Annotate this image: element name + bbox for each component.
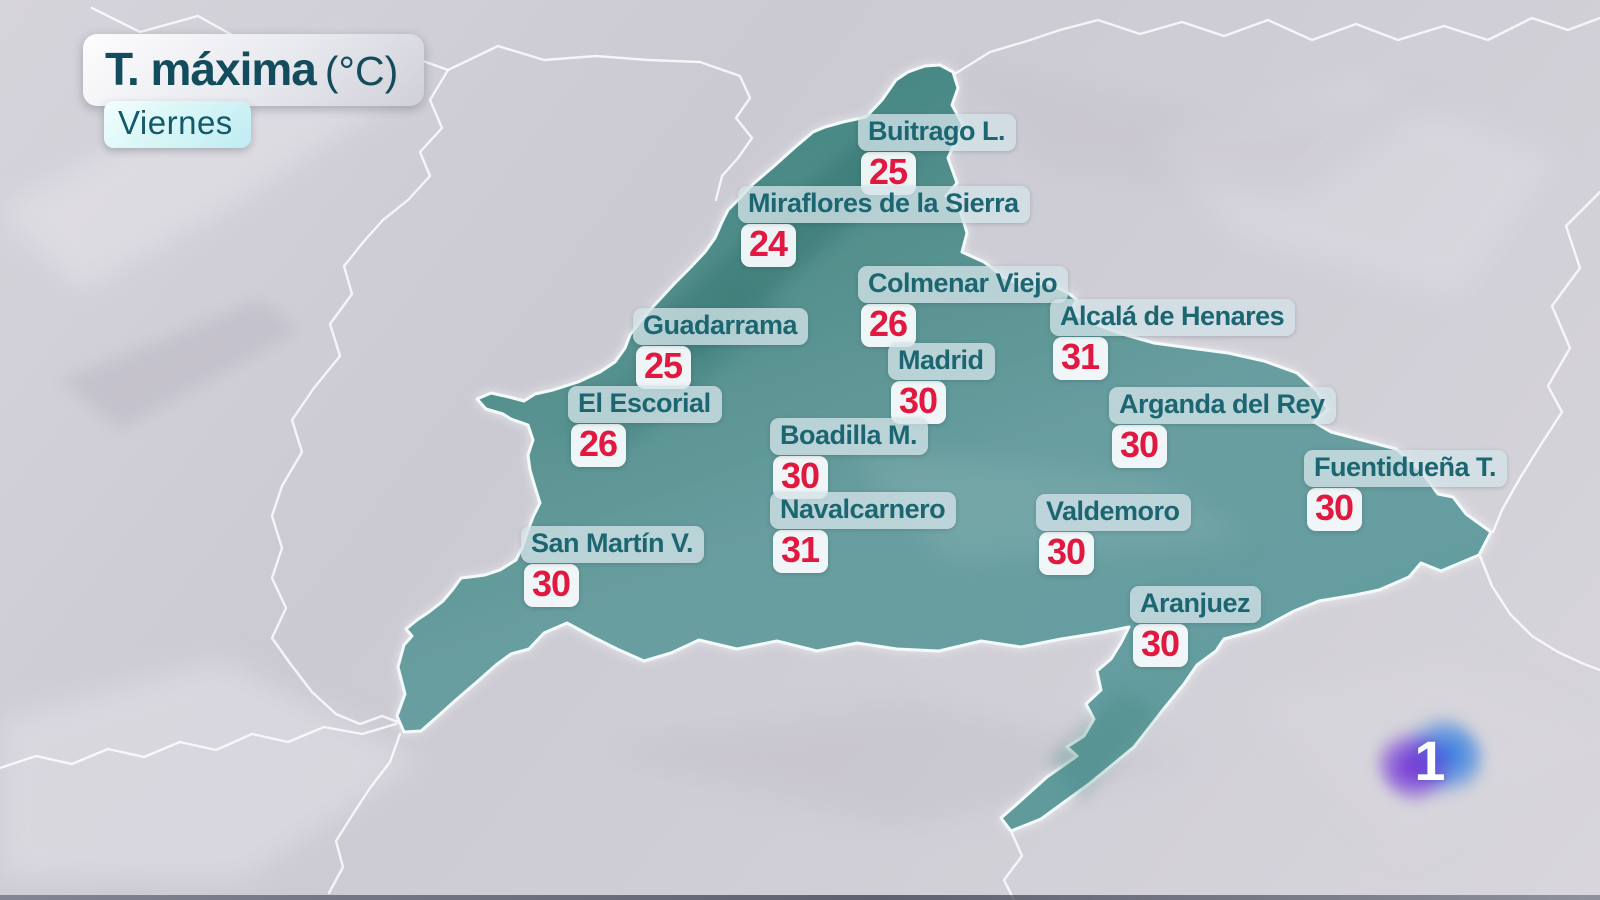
channel-logo: 1: [1378, 716, 1482, 804]
temperature-badge: 24: [741, 223, 797, 267]
city-name-chip: Colmenar Viejo: [858, 266, 1069, 303]
temperature-value: 26: [579, 423, 618, 464]
temperature-value: 30: [1315, 487, 1354, 528]
city-label-group: Madrid 30: [888, 343, 995, 424]
temperature-value: 26: [869, 303, 908, 344]
city-name: Aranjuez: [1140, 588, 1251, 618]
temperature-value: 30: [1141, 623, 1180, 664]
city-label-group: Navalcarnero 31: [770, 492, 957, 573]
city-name-chip: Madrid: [888, 343, 995, 380]
city-label-group: Guadarrama 25: [633, 308, 809, 389]
temperature-badge: 30: [1133, 623, 1189, 667]
temperature-value: 25: [869, 151, 908, 192]
city-label-group: Boadilla M. 30: [770, 418, 929, 499]
temperature-badge: 31: [1053, 336, 1109, 380]
logo-gradient-blob: [1378, 716, 1482, 804]
map-title-chip: T. máxima (°C): [83, 34, 425, 106]
temperature-value: 30: [1047, 531, 1086, 572]
city-label-group: San Martín V. 30: [521, 526, 705, 607]
city-name-chip: El Escorial: [568, 386, 722, 423]
temperature-value: 30: [532, 563, 571, 604]
city-name-chip: San Martín V.: [521, 526, 705, 563]
temperature-value: 31: [781, 529, 820, 570]
city-name: Guadarrama: [643, 310, 798, 340]
temperature-badge: 30: [524, 563, 580, 607]
temperature-badge: 30: [891, 380, 947, 424]
city-name: Fuentidueña T.: [1314, 452, 1497, 482]
temperature-value: 30: [781, 455, 820, 496]
city-name: Buitrago L.: [868, 116, 1006, 146]
city-name: Colmenar Viejo: [868, 268, 1058, 298]
temperature-badge: 30: [773, 455, 829, 499]
city-name-chip: Arganda del Rey: [1109, 387, 1336, 424]
title-unit: (°C): [324, 48, 399, 94]
city-name-chip: Valdemoro: [1036, 494, 1191, 531]
city-label-group: Colmenar Viejo 26: [858, 266, 1069, 347]
city-name: Madrid: [898, 345, 984, 375]
temperature-badge: 30: [1112, 424, 1168, 468]
city-label-group: Valdemoro 30: [1036, 494, 1191, 575]
city-label-group: Buitrago L. 25: [858, 114, 1016, 195]
city-name-chip: Fuentidueña T.: [1304, 450, 1507, 487]
city-name-chip: Boadilla M.: [770, 418, 929, 455]
city-name-chip: Guadarrama: [633, 308, 809, 345]
city-name: Boadilla M.: [780, 420, 918, 450]
temperature-badge: 31: [773, 529, 829, 573]
day-label: Viernes: [104, 101, 251, 148]
temperature-value: 31: [1061, 336, 1100, 377]
city-name: Miraflores de la Sierra: [748, 188, 1019, 218]
temperature-badge: 26: [861, 303, 917, 347]
temperature-value: 25: [644, 345, 683, 386]
city-name: Navalcarnero: [780, 494, 946, 524]
city-name: Alcalá de Henares: [1060, 301, 1285, 331]
city-name-chip: Alcalá de Henares: [1050, 299, 1296, 336]
temperature-badge: 30: [1039, 531, 1095, 575]
city-label-group: Alcalá de Henares 31: [1050, 299, 1296, 380]
city-label-group: El Escorial 26: [568, 386, 722, 467]
city-name: Arganda del Rey: [1119, 389, 1325, 419]
city-name-chip: Miraflores de la Sierra: [738, 186, 1030, 223]
temperature-badge: 25: [636, 345, 692, 389]
temperature-value: 24: [749, 223, 788, 264]
city-name-chip: Buitrago L.: [858, 114, 1016, 151]
temperature-badge: 26: [571, 423, 627, 467]
page-title: T. máxima: [105, 43, 317, 95]
city-label-group: Arganda del Rey 30: [1109, 387, 1336, 468]
channel-number: 1: [1414, 728, 1446, 792]
city-label-group: Fuentidueña T. 30: [1304, 450, 1507, 531]
temperature-value: 30: [1120, 424, 1159, 465]
bottom-edge-strip: [0, 895, 1600, 900]
city-label-group: Miraflores de la Sierra 24: [738, 186, 1030, 267]
city-name-chip: Navalcarnero: [770, 492, 957, 529]
city-name-chip: Aranjuez: [1130, 586, 1262, 623]
temperature-badge: 30: [1307, 487, 1363, 531]
city-name: Valdemoro: [1046, 496, 1180, 526]
temperature-value: 30: [899, 380, 938, 421]
city-name: San Martín V.: [531, 528, 694, 558]
city-label-group: Aranjuez 30: [1130, 586, 1262, 667]
city-name: El Escorial: [578, 388, 711, 418]
